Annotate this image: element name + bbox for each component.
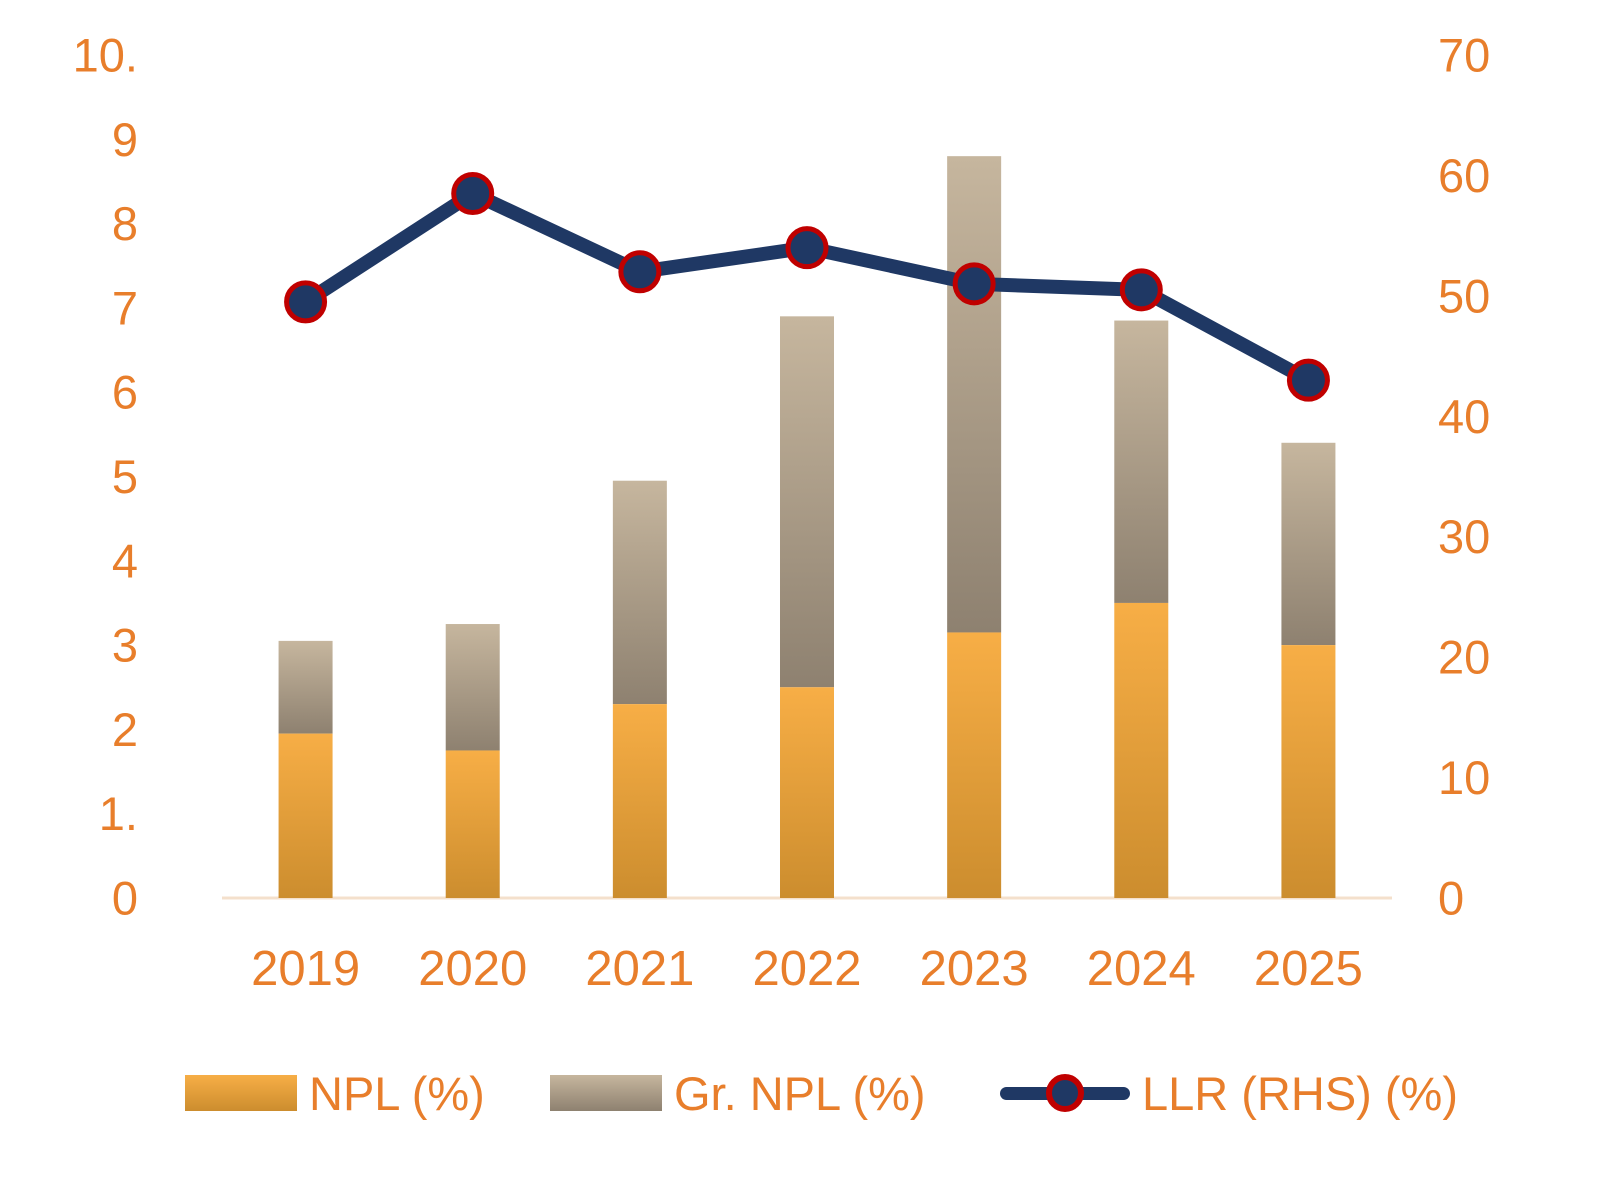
legend-label-gr-npl: Gr. NPL (%) [674,1066,926,1120]
legend-item-llr: LLR (RHS) (%) [1000,1056,1458,1130]
left-axis-tick: 0 [112,872,138,925]
right-axis-tick: 10 [1438,751,1490,804]
right-axis-tick: 40 [1438,390,1490,443]
llr-marker [952,262,996,306]
llr-marker [785,226,829,270]
legend-item-gr-npl: Gr. NPL (%) [550,1056,926,1130]
right-axis-tick: 50 [1438,269,1490,322]
left-axis-tick: 8 [112,197,138,250]
bar-npl [445,750,500,898]
x-axis-label: 2019 [251,942,360,996]
right-axis-tick: 60 [1438,149,1490,202]
llr-marker [1119,268,1163,312]
chart-legend: NPL (%) Gr. NPL (%) LLR (RHS) (%) [0,1056,1600,1130]
right-axis-tick: 30 [1438,510,1490,563]
llr-legend-marker-icon [1046,1074,1084,1112]
llr-marker [1286,358,1330,402]
x-axis-label: 2022 [752,942,861,996]
left-axis-tick: 7 [112,281,138,334]
bar-npl [1114,602,1169,898]
left-axis-tick: 2 [112,703,138,756]
right-axis-tick: 20 [1438,631,1490,684]
x-axis-label: 2021 [585,942,694,996]
x-axis-label: 2020 [418,942,527,996]
bar-gr-npl [1114,320,1169,603]
legend-label-llr: LLR (RHS) (%) [1142,1066,1458,1120]
left-axis-tick: 5 [112,450,138,503]
legend-label-npl: NPL (%) [309,1066,485,1120]
left-axis-tick: 10. [73,29,138,82]
x-axis-label: 2023 [920,942,1029,996]
bar-gr-npl [780,316,834,688]
llr-legend-swatch [1000,1070,1130,1116]
bar-npl [278,733,333,898]
bar-npl [780,687,834,898]
right-axis-tick: 70 [1438,29,1490,82]
llr-marker [451,171,495,215]
bar-npl [947,632,1002,898]
gr-npl-legend-swatch [550,1075,662,1111]
bar-npl [612,704,667,898]
llr-marker [284,280,328,324]
llr-marker [618,250,662,294]
left-axis-tick: 9 [112,113,138,166]
bar-gr-npl [278,640,333,734]
x-axis-label: 2025 [1254,942,1363,996]
npl-legend-swatch [185,1075,297,1111]
left-axis-tick: 6 [112,366,138,419]
left-axis-tick: 4 [112,534,138,587]
legend-item-npl: NPL (%) [185,1056,485,1130]
left-axis-tick: 3 [112,619,138,672]
left-axis-tick: 1. [99,787,138,840]
bar-npl [1281,645,1336,898]
bar-gr-npl [445,624,500,751]
bar-gr-npl [612,480,667,705]
right-axis-tick: 0 [1438,872,1464,925]
x-axis-label: 2024 [1087,942,1196,996]
bar-gr-npl [1281,442,1336,646]
bar-gr-npl [947,156,1002,633]
